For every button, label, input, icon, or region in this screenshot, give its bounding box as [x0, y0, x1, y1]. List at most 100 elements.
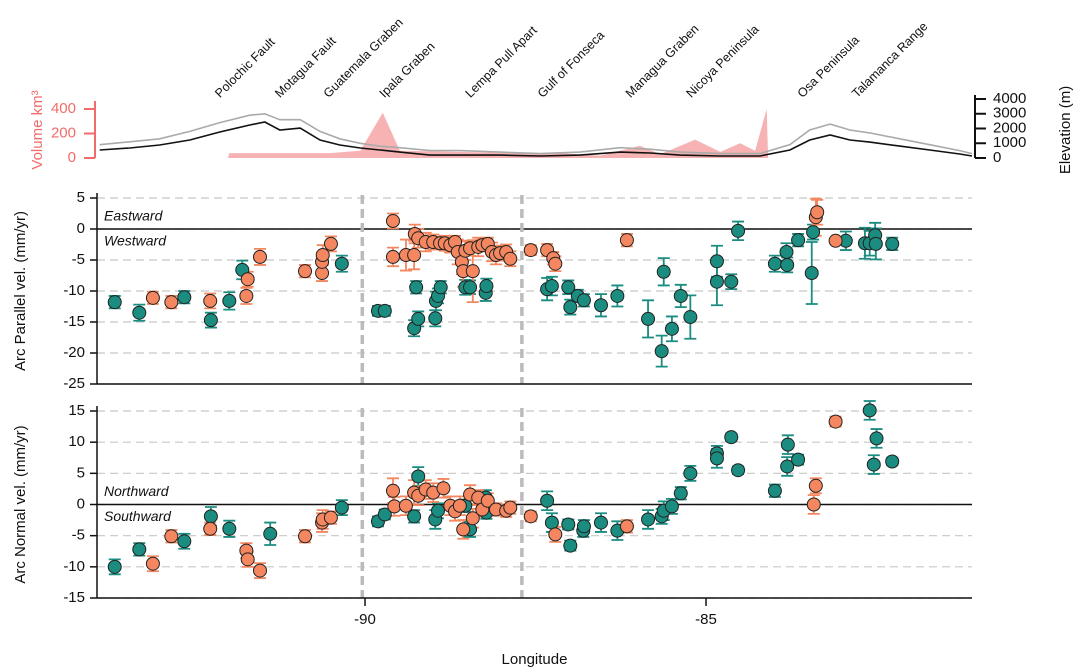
- point: [298, 264, 313, 279]
- point: [145, 556, 160, 571]
- y-tick-label: -5: [72, 251, 85, 268]
- point: [664, 499, 679, 514]
- point: [576, 293, 591, 308]
- point: [503, 251, 518, 266]
- elevation-line: [99, 112, 973, 155]
- point: [523, 509, 538, 524]
- point: [806, 225, 821, 240]
- point: [463, 280, 478, 295]
- elevation-line: [99, 121, 973, 157]
- point: [465, 511, 480, 526]
- point: [619, 519, 634, 534]
- point: [709, 451, 724, 466]
- point: [452, 498, 467, 513]
- direction-label: Southward: [104, 508, 172, 524]
- y-axis-label: Arc Parallel vel. (mm/yr): [12, 211, 29, 371]
- place-label: Lempa Pull Apart: [463, 23, 541, 101]
- point: [240, 552, 255, 567]
- point: [132, 542, 147, 557]
- y-tick-label: -15: [63, 589, 85, 606]
- point: [673, 288, 688, 303]
- y-tick-label: 200: [51, 124, 76, 141]
- point: [177, 534, 192, 549]
- point: [780, 459, 795, 474]
- y-tick-label: 15: [68, 402, 85, 419]
- place-label: Gulf of Fonseca: [535, 28, 607, 100]
- y-axis-label: Arc Normal vel. (mm/yr): [12, 425, 29, 583]
- point: [107, 295, 122, 310]
- point: [808, 478, 823, 493]
- y-tick-label: 400: [51, 100, 76, 117]
- point: [222, 521, 237, 536]
- point: [239, 288, 254, 303]
- point: [164, 529, 179, 544]
- y-tick-label: -10: [63, 558, 85, 575]
- point: [593, 298, 608, 313]
- y2-axis-label: Elevation (m): [1057, 86, 1074, 174]
- point: [804, 266, 819, 281]
- point: [610, 288, 625, 303]
- point: [436, 481, 451, 496]
- direction-label: Westward: [104, 233, 167, 249]
- point: [456, 522, 471, 537]
- y2-tick-label: 2000: [993, 119, 1026, 136]
- point: [298, 529, 313, 544]
- point: [828, 414, 843, 429]
- point: [544, 279, 559, 294]
- point: [503, 500, 518, 515]
- point: [544, 515, 559, 530]
- y2-tick-label: 0: [993, 149, 1001, 166]
- point: [869, 431, 884, 446]
- point: [868, 236, 883, 251]
- point: [563, 300, 578, 315]
- point: [252, 563, 267, 578]
- point: [315, 248, 330, 263]
- y2-tick-label: 1000: [993, 134, 1026, 151]
- point: [407, 509, 422, 524]
- point: [593, 515, 608, 530]
- point: [866, 457, 881, 472]
- point: [385, 249, 400, 264]
- place-label: Polochic Fault: [212, 35, 278, 101]
- point: [334, 500, 349, 515]
- point: [480, 493, 495, 508]
- point: [561, 517, 576, 532]
- y-tick-label: -5: [72, 527, 85, 544]
- point: [398, 498, 413, 513]
- point: [479, 279, 494, 294]
- point: [203, 313, 218, 328]
- y-tick-label: -20: [63, 344, 85, 361]
- point: [548, 527, 563, 542]
- point: [323, 236, 338, 251]
- point: [828, 233, 843, 248]
- y-tick-label: 5: [77, 189, 85, 206]
- point: [683, 310, 698, 325]
- y-tick-label: 0: [77, 495, 85, 512]
- point: [561, 280, 576, 295]
- point: [409, 280, 424, 295]
- place-label: Ipala Graben: [377, 39, 438, 100]
- point: [430, 503, 445, 518]
- point: [107, 559, 122, 574]
- point: [779, 244, 794, 259]
- direction-label: Eastward: [104, 208, 164, 224]
- point: [885, 236, 900, 251]
- point: [683, 466, 698, 481]
- point: [654, 344, 669, 359]
- y-tick-label: 0: [77, 220, 85, 237]
- point: [862, 403, 877, 418]
- point: [709, 274, 724, 289]
- y-tick-label: 5: [77, 464, 85, 481]
- point: [540, 493, 555, 508]
- x-tick-label: -90: [354, 611, 376, 628]
- point: [177, 290, 192, 305]
- y2-tick-label: 3000: [993, 105, 1026, 122]
- place-label: Talamanca Range: [849, 19, 930, 100]
- point: [240, 272, 255, 287]
- point: [885, 454, 900, 469]
- point: [731, 463, 746, 478]
- point: [428, 311, 443, 326]
- point: [791, 452, 806, 467]
- y-tick-label: 10: [68, 433, 85, 450]
- point: [523, 243, 538, 258]
